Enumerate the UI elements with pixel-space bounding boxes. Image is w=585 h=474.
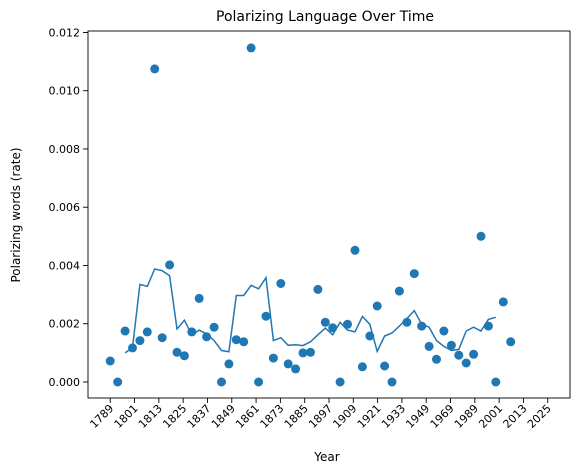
x-tick-label: 1789 — [87, 402, 116, 431]
data-point — [498, 297, 508, 307]
data-point — [387, 377, 397, 387]
data-point — [454, 350, 464, 360]
data-point — [179, 351, 189, 361]
data-point — [320, 317, 330, 327]
data-point — [461, 358, 471, 368]
x-tick-label: 1801 — [112, 402, 141, 431]
data-point — [335, 377, 345, 387]
chart-title: Polarizing Language Over Time — [216, 9, 434, 25]
data-point — [113, 377, 123, 387]
data-point — [306, 347, 315, 357]
data-point — [424, 341, 434, 351]
data-point — [172, 347, 182, 357]
data-point — [380, 361, 390, 371]
data-point — [142, 327, 152, 337]
data-point — [357, 362, 367, 372]
y-axis: 0.000 0.002 0.004 0.006 0.008 0.010 0.012 — [49, 26, 88, 389]
y-tick-label: 0.002 — [49, 318, 81, 331]
x-tick-label: 1909 — [330, 402, 359, 431]
x-tick-label: 1873 — [258, 402, 287, 431]
data-point — [135, 336, 145, 346]
x-tick-label: 1969 — [428, 402, 457, 431]
axes-frame — [87, 30, 571, 399]
y-tick-label: 0.004 — [49, 259, 81, 272]
data-point — [313, 284, 323, 294]
x-tick-label: 1849 — [209, 402, 238, 431]
x-tick-label: 2001 — [476, 402, 505, 431]
data-point — [268, 353, 278, 363]
x-tick-label: 1885 — [282, 402, 311, 431]
x-tick-label: 1837 — [185, 402, 214, 431]
data-point — [469, 349, 479, 359]
x-axis-label: Year — [313, 450, 339, 464]
series-line — [124, 268, 497, 354]
x-tick-label: 2025 — [525, 402, 554, 431]
data-point — [202, 332, 212, 342]
data-point — [150, 64, 160, 74]
data-point — [394, 286, 404, 296]
data-point — [298, 348, 308, 358]
data-point — [291, 364, 301, 374]
data-point — [409, 269, 419, 279]
data-point — [276, 279, 286, 288]
x-tick-label: 1813 — [136, 402, 165, 431]
y-axis-label: Polarizing words (rate) — [9, 147, 23, 282]
data-point — [217, 377, 226, 387]
data-point — [506, 337, 516, 347]
data-point — [417, 321, 427, 331]
y-tick-label: 0.008 — [49, 143, 81, 156]
data-point — [231, 335, 241, 345]
data-point — [239, 337, 249, 347]
y-tick-label: 0.012 — [49, 26, 81, 39]
x-tick-label: 1933 — [379, 402, 408, 431]
y-tick-label: 0.000 — [49, 376, 81, 389]
data-point — [105, 356, 115, 366]
x-tick-label: 1861 — [233, 402, 262, 431]
data-point — [476, 231, 486, 241]
data-point — [439, 326, 449, 336]
data-point — [446, 340, 456, 350]
data-point — [491, 377, 501, 387]
x-tick-label: 1989 — [452, 402, 481, 431]
data-point — [261, 311, 271, 321]
y-tick-label: 0.006 — [49, 201, 81, 214]
x-tick-label: 2013 — [501, 402, 530, 431]
data-point — [343, 319, 352, 329]
data-point — [165, 260, 175, 270]
x-axis: 1789180118131825183718491861187318851897… — [87, 398, 554, 431]
data-point — [254, 377, 264, 387]
data-point — [209, 322, 219, 332]
x-tick-label: 1897 — [306, 402, 335, 431]
data-point — [224, 359, 234, 369]
plot-area — [105, 43, 516, 387]
y-tick-label: 0.010 — [49, 85, 81, 98]
data-point — [246, 43, 256, 53]
data-point — [157, 333, 167, 343]
x-tick-label: 1825 — [160, 402, 189, 431]
data-point — [194, 293, 204, 303]
data-point — [120, 326, 130, 336]
data-point — [283, 359, 293, 369]
data-point — [350, 245, 360, 255]
data-point — [432, 354, 441, 364]
data-point — [372, 301, 382, 311]
x-tick-label: 1921 — [355, 402, 384, 431]
x-tick-label: 1949 — [403, 402, 432, 431]
